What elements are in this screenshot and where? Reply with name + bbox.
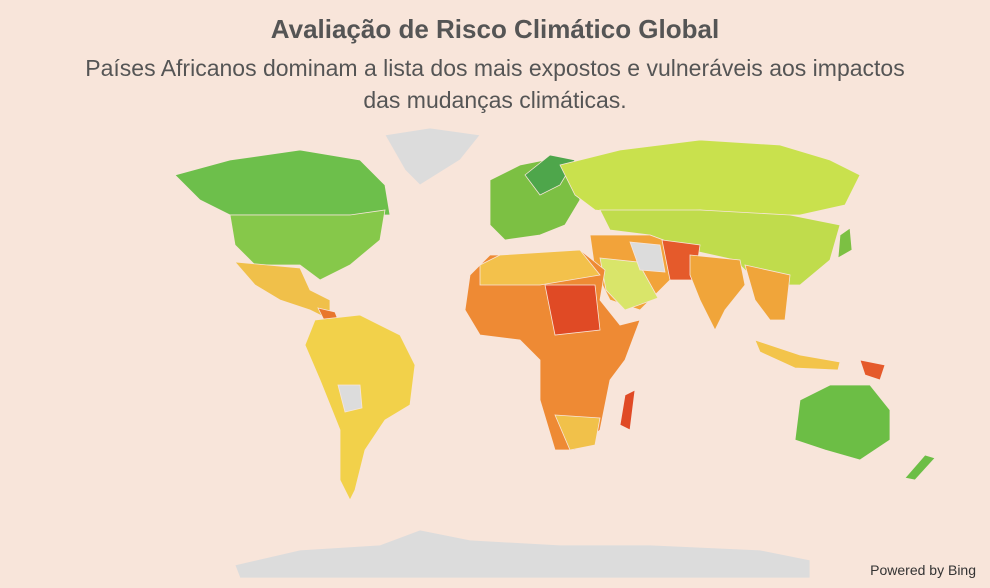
subtitle: Países Africanos dominam a lista dos mai… <box>85 55 905 113</box>
bolivia <box>337 384 363 413</box>
australia <box>794 384 891 461</box>
india <box>689 254 746 331</box>
attribution: Powered by Bing <box>870 562 976 578</box>
new-zealand <box>904 454 936 481</box>
madagascar <box>619 389 636 431</box>
canada <box>174 149 391 216</box>
usa <box>229 209 386 281</box>
north-africa <box>479 249 601 286</box>
iran <box>629 241 666 273</box>
papua-new-guinea <box>859 359 886 381</box>
southern-africa <box>554 414 601 451</box>
indonesia <box>754 339 841 371</box>
greenland <box>384 127 481 186</box>
title: Avaliação de Risco Climático Global <box>270 14 720 44</box>
southeast-asia <box>744 264 791 321</box>
sahel <box>544 284 601 336</box>
antarctica <box>234 529 811 579</box>
japan <box>837 227 853 259</box>
arabia <box>599 257 659 311</box>
russia <box>559 139 861 216</box>
